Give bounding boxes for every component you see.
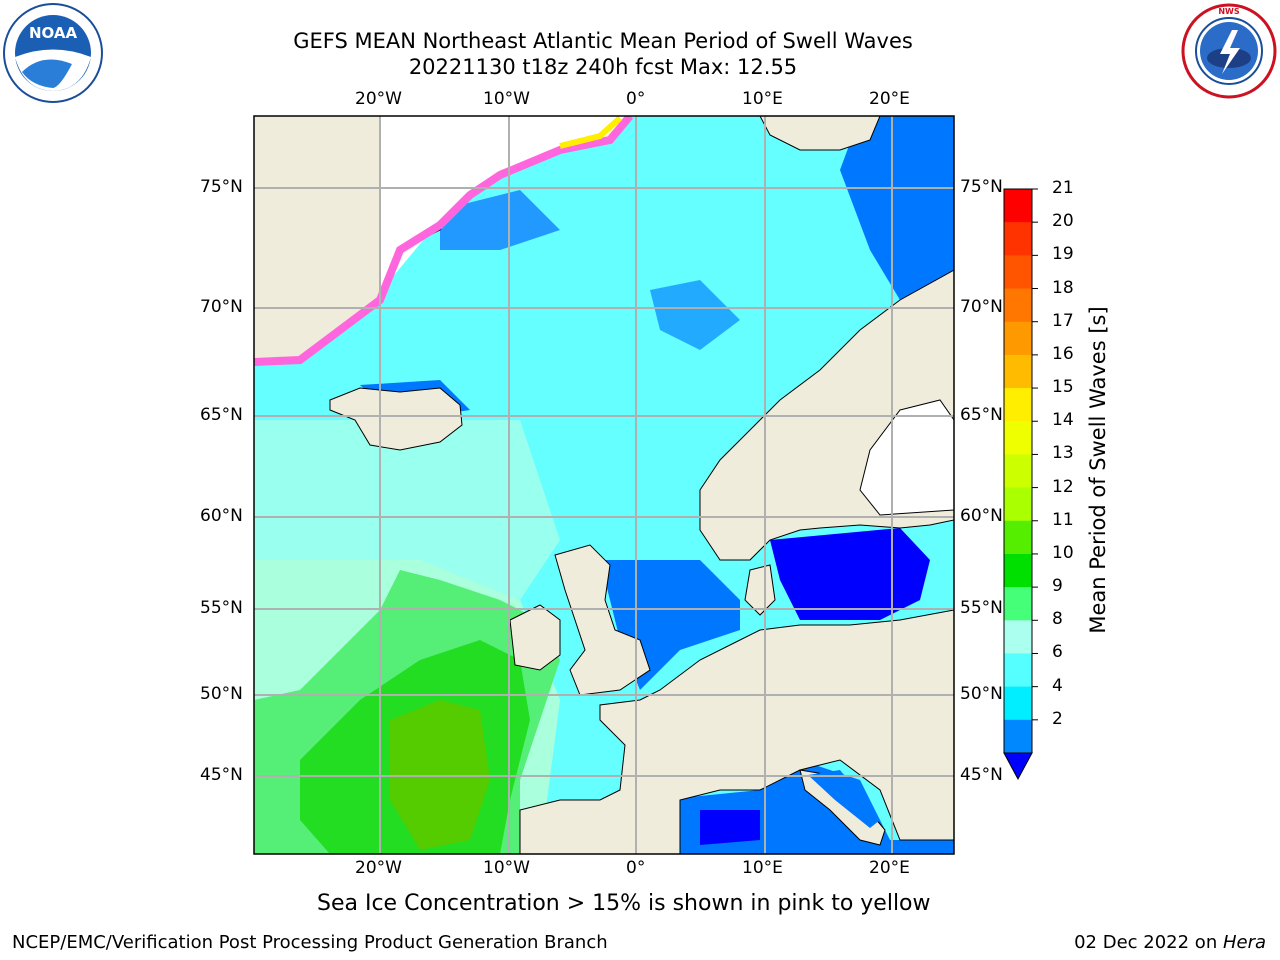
colorbar-swatch [1004,255,1032,290]
land-denmark [744,564,776,616]
colorbar-tick-label: 6 [1052,642,1063,663]
lat-label-right-45n: 45°N [960,765,1003,785]
lat-label-right-60n: 60°N [960,506,1003,526]
lat-label-right-55n: 55°N [960,598,1003,618]
ocean-period-2-4-barents [840,116,954,300]
colorbar-tick-label: 21 [1052,178,1074,198]
chart-title: GEFS MEAN Northeast Atlantic Mean Period… [0,28,1206,80]
land-europe [519,609,954,854]
lat-label-left-50n: 50°N [200,684,243,704]
lon-label-top-20w: 20°W [355,89,402,109]
lat-label-left-55n: 55°N [200,598,243,618]
lon-label-bottom-20e: 20°E [869,858,910,878]
sea-adriatic [808,770,880,828]
lon-label-bottom-10w: 10°W [483,858,530,878]
colorbar-label: Mean Period of Swell Waves [s] [1086,306,1110,634]
colorbar-tick-label: 19 [1052,244,1074,265]
gulf-of-bothnia [859,399,954,516]
map-frame [253,115,955,855]
nws-logo: NWS [1180,2,1278,100]
map-field [254,116,954,854]
colorbar-swatch [1004,222,1032,256]
colorbar-swatch [1004,487,1032,522]
lat-label-left-70n: 70°N [200,297,243,317]
lat-label-right-50n: 50°N [960,684,1003,704]
colorbar-tick-label: 10 [1052,542,1074,563]
colorbar-tick-label: 2 [1052,708,1063,729]
colorbar-swatch [1004,686,1032,721]
noaa-logo-graphic: NOAA [3,3,103,103]
nws-logo-graphic: NWS [1181,3,1277,99]
chart-title-line1: GEFS MEAN Northeast Atlantic Mean Period… [293,29,913,53]
footer-host: Hera [1222,932,1266,953]
lon-label-top-0: 0° [626,89,646,109]
ocean-period-4-patch [650,280,740,350]
colorbar-swatch [1004,520,1032,555]
lon-label-top-20e: 20°E [869,89,910,109]
footer-right: 02 Dec 2022 on Hera [1074,932,1266,953]
colorbar-swatch [1004,587,1032,621]
colorbar-tick-label: 15 [1052,377,1074,398]
colorbar [1003,188,1038,754]
sea-ice-edge-yellow [559,116,623,149]
colorbar-tick-label: 4 [1052,675,1063,696]
lon-label-bottom-0: 0° [626,858,646,878]
lat-label-left-45n: 45°N [200,765,243,785]
land-svalbard [759,116,881,151]
chart-title-line2: 20221130 t18z 240h fcst Max: 12.55 [408,55,798,79]
ocean-period-4-patch-2 [440,190,560,250]
colorbar-swatch [1004,288,1032,323]
map-gridlines [254,116,954,854]
lat-label-right-65n: 65°N [960,405,1003,425]
ocean-period-below-2-med [700,810,760,845]
colorbar-swatch [1004,454,1032,489]
colorbar-swatch [1004,421,1032,455]
lon-label-top-10e: 10°E [742,89,783,109]
colorbar-tick-label: 18 [1052,277,1074,298]
colorbar-swatch [1004,620,1032,654]
ocean-period-below-2-baltic [770,528,930,620]
colorbar-tick-label: 16 [1052,343,1074,364]
noaa-logo: NOAA [2,2,104,104]
land-iceland [329,387,463,451]
colorbar-swatch [1004,321,1032,356]
lon-label-bottom-20w: 20°W [355,858,402,878]
colorbar-tick-label: 13 [1052,443,1074,464]
colorbar-tick-label: 9 [1052,576,1063,597]
lat-label-left-75n: 75°N [200,177,243,197]
colorbar-swatch [1004,354,1032,389]
colorbar-tick-label: 11 [1052,509,1074,530]
lat-label-left-65n: 65°N [200,405,243,425]
colorbar-tick-label: 12 [1052,476,1074,497]
lon-label-top-10w: 10°W [483,89,530,109]
colorbar-tick-label: 14 [1052,410,1074,431]
colorbar-extend-triangle [1003,752,1033,781]
lat-label-left-60n: 60°N [200,506,243,526]
noaa-logo-text: NOAA [29,24,78,42]
colorbar-tick-label: 8 [1052,609,1063,630]
lon-label-bottom-10e: 10°E [742,858,783,878]
sea-ice-caption: Sea Ice Concentration > 15% is shown in … [317,891,931,916]
lat-label-right-75n: 75°N [960,177,1003,197]
colorbar-tick-label: 20 [1052,211,1074,232]
svg-text:NWS: NWS [1218,7,1240,16]
colorbar-swatch [1004,553,1032,588]
footer-date: 02 Dec 2022 on [1074,932,1223,953]
colorbar-swatch [1004,189,1032,223]
colorbar-swatch [1004,653,1032,688]
colorbar-tick-label: 17 [1052,310,1074,331]
land-ireland [509,604,561,671]
colorbar-swatch [1004,388,1032,422]
sea-ice-edge [254,116,634,366]
lat-label-right-70n: 70°N [960,297,1003,317]
colorbar-swatch [1004,719,1032,754]
land-greenland-ice [380,116,630,300]
footer-left: NCEP/EMC/Verification Post Processing Pr… [12,932,608,953]
